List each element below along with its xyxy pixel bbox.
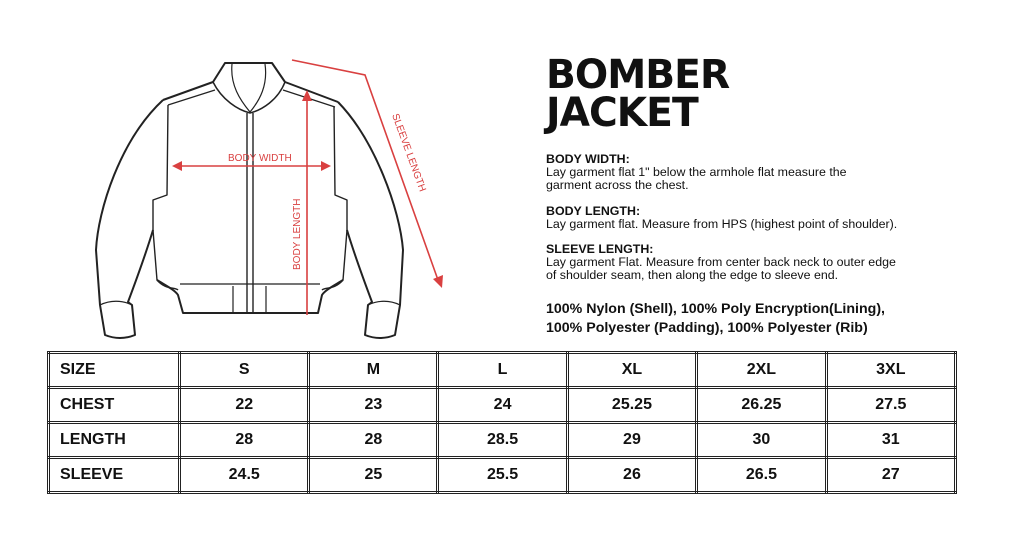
fabric-line-1: 100% Nylon (Shell), 100% Poly Encryption… <box>546 301 885 317</box>
header-cell: XL <box>565 351 699 389</box>
arrow-head-down <box>433 275 443 288</box>
row-label: CHEST <box>46 386 182 424</box>
header-cell: 2XL <box>695 351 828 389</box>
body-length-label: BODY LENGTH <box>292 199 303 271</box>
instruction-sleeve-length: SLEEVE LENGTH: Lay garment Flat. Measure… <box>546 243 966 282</box>
bomber-jacket-diagram: BODY WIDTH BODY LENGTH SLEEVE LENGTH <box>95 59 443 339</box>
row-label: SLEEVE <box>46 456 182 494</box>
instruction-heading: BODY WIDTH: <box>546 152 630 166</box>
body-width-label: BODY WIDTH <box>228 153 292 164</box>
header-cell: S <box>178 351 311 389</box>
arrow-head-up <box>302 90 312 101</box>
table-cell: 24 <box>436 386 569 424</box>
fabric-composition: 100% Nylon (Shell), 100% Poly Encryption… <box>546 300 885 338</box>
header-cell: SIZE <box>46 351 182 389</box>
instruction-body-length: BODY LENGTH: Lay garment flat. Measure f… <box>546 205 966 231</box>
row-label: LENGTH <box>46 421 182 459</box>
sleeve-length-arrow <box>291 59 439 281</box>
fabric-line-2: 100% Polyester (Padding), 100% Polyester… <box>546 320 868 336</box>
table-cell: 26.25 <box>695 386 828 424</box>
table-cell: 31 <box>824 421 958 459</box>
arrow-head-left <box>172 161 182 171</box>
title-line-1: BOMBER <box>546 52 730 98</box>
page-title: BOMBER JACKET <box>546 52 730 136</box>
table-cell: 22 <box>178 386 311 424</box>
table-cell: 29 <box>565 421 699 459</box>
table-row: SLEEVE 24.5 25 25.5 26 26.5 27 <box>46 456 958 494</box>
table-header-row: SIZE S M L XL 2XL 3XL <box>46 351 958 389</box>
instruction-text: Lay garment Flat. Measure from center ba… <box>546 255 896 282</box>
table-cell: 25.25 <box>565 386 699 424</box>
table-row: CHEST 22 23 24 25.25 26.25 27.5 <box>46 386 958 424</box>
table-cell: 28.5 <box>436 421 569 459</box>
header-cell: M <box>307 351 440 389</box>
table-cell: 30 <box>695 421 828 459</box>
header-cell: 3XL <box>824 351 958 389</box>
table-cell: 26.5 <box>695 456 828 494</box>
arrow-head-right <box>321 161 331 171</box>
instruction-heading: SLEEVE LENGTH: <box>546 242 654 256</box>
table-cell: 27.5 <box>824 386 958 424</box>
jacket-outline <box>95 62 404 339</box>
sleeve-length-label: SLEEVE LENGTH <box>389 112 427 193</box>
size-chart-table: SIZE S M L XL 2XL 3XL CHEST 22 23 24 25.… <box>46 351 958 494</box>
table-cell: 24.5 <box>178 456 311 494</box>
table-cell: 25.5 <box>436 456 569 494</box>
table-row: LENGTH 28 28 28.5 29 30 31 <box>46 421 958 459</box>
header-cell: L <box>436 351 569 389</box>
table-cell: 27 <box>824 456 958 494</box>
title-line-2: JACKET <box>546 90 699 136</box>
instruction-text: Lay garment flat. Measure from HPS (high… <box>546 217 898 231</box>
table-cell: 28 <box>178 421 311 459</box>
instruction-body-width: BODY WIDTH: Lay garment flat 1" below th… <box>546 153 966 192</box>
table-cell: 23 <box>307 386 440 424</box>
instruction-heading: BODY LENGTH: <box>546 204 641 218</box>
instruction-text: Lay garment flat 1" below the armhole fl… <box>546 165 847 192</box>
table-cell: 28 <box>307 421 440 459</box>
table-cell: 25 <box>307 456 440 494</box>
table-cell: 26 <box>565 456 699 494</box>
